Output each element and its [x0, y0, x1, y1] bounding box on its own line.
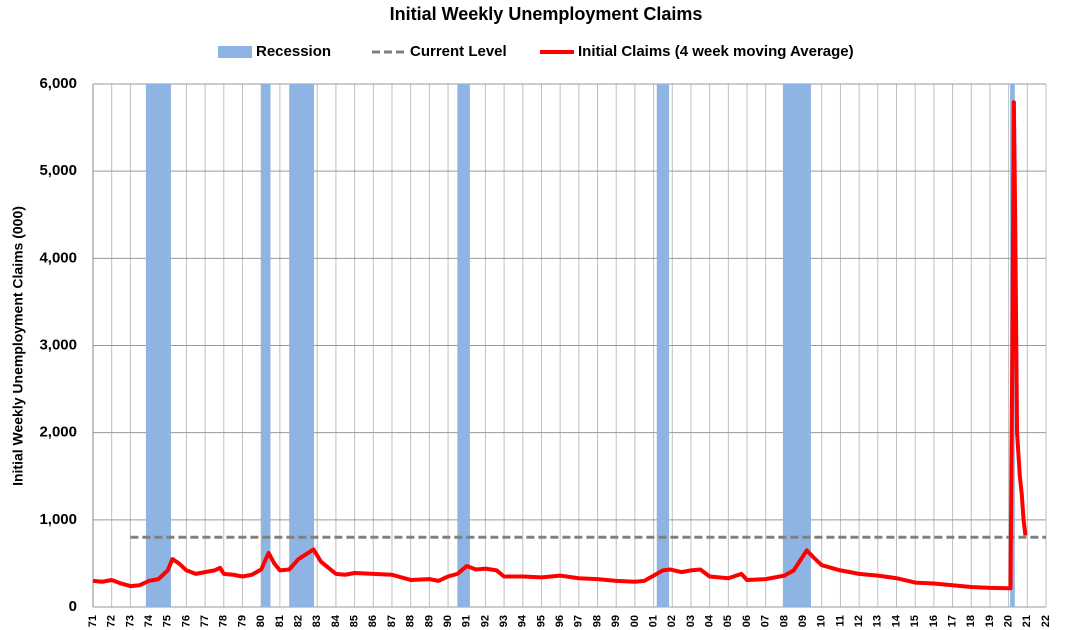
x-tick-label: 94	[517, 614, 529, 627]
x-tick-label: 22	[1040, 615, 1052, 627]
x-tick-label: 85	[349, 615, 361, 627]
x-tick-label: 90	[442, 615, 454, 627]
x-tick-label: 16	[928, 615, 940, 627]
legend-swatch	[218, 46, 252, 58]
recession-band	[457, 84, 470, 607]
x-tick-label: 01	[647, 615, 659, 627]
x-tick-label: 18	[965, 615, 977, 627]
legend-label: Initial Claims (4 week moving Average)	[578, 43, 854, 60]
x-tick-label: 98	[591, 615, 603, 627]
x-tick-label: 10	[816, 615, 828, 627]
x-tick-label: 07	[760, 615, 772, 627]
x-tick-label: 83	[311, 615, 323, 627]
x-tick-label: 11	[834, 615, 846, 627]
x-tick-label: 96	[554, 615, 566, 627]
y-tick-label: 6,000	[39, 75, 77, 92]
y-axis-label: Initial Weekly Unemployment Claims (000)	[10, 206, 26, 486]
x-tick-label: 05	[722, 615, 734, 627]
legend-label: Recession	[256, 43, 331, 60]
x-tick-label: 88	[405, 615, 417, 627]
x-tick-label: 20	[1003, 615, 1015, 627]
x-tick-label: 97	[573, 615, 585, 627]
x-tick-label: 73	[124, 615, 136, 627]
x-tick-label: 21	[1021, 615, 1033, 627]
x-tick-label: 06	[741, 615, 753, 627]
x-tick-label: 89	[423, 615, 435, 627]
x-tick-label: 13	[872, 615, 884, 627]
legend-label: Current Level	[410, 43, 507, 60]
x-tick-label: 03	[685, 615, 697, 627]
x-tick-label: 79	[236, 615, 248, 627]
x-tick-label: 86	[367, 615, 379, 627]
x-tick-label: 08	[778, 615, 790, 627]
x-tick-label: 77	[199, 615, 211, 627]
x-tick-label: 95	[535, 615, 547, 627]
x-tick-label: 82	[292, 615, 304, 627]
x-tick-label: 15	[909, 615, 921, 627]
x-tick-label: 99	[610, 615, 622, 627]
x-tick-label: 04	[704, 614, 716, 627]
x-tick-label: 02	[666, 615, 678, 627]
x-tick-label: 17	[946, 615, 958, 627]
y-tick-label: 2,000	[39, 424, 77, 441]
x-tick-label: 00	[629, 615, 641, 627]
y-tick-label: 4,000	[39, 249, 77, 266]
x-tick-label: 12	[853, 615, 865, 627]
y-tick-label: 0	[69, 598, 77, 615]
y-tick-label: 3,000	[39, 336, 77, 353]
x-tick-label: 19	[984, 615, 996, 627]
x-tick-label: 92	[479, 615, 491, 627]
x-tick-label: 81	[274, 615, 286, 627]
recession-band	[261, 84, 271, 607]
recession-band	[289, 84, 315, 607]
x-tick-label: 78	[218, 615, 230, 627]
claims-line	[92, 100, 1028, 591]
x-tick-label: 91	[461, 615, 473, 627]
recession-band	[782, 84, 811, 607]
recession-band	[656, 84, 670, 607]
x-tick-label: 09	[797, 615, 809, 627]
x-tick-label: 76	[180, 615, 192, 627]
x-tick-label: 71	[87, 615, 99, 627]
y-tick-label: 1,000	[39, 511, 77, 528]
x-tick-label: 74	[143, 614, 155, 627]
x-tick-label: 93	[498, 615, 510, 627]
chart-title: Initial Weekly Unemployment Claims	[390, 4, 703, 24]
x-tick-label: 14	[890, 614, 902, 627]
x-tick-label: 87	[386, 615, 398, 627]
x-tick-label: 72	[106, 615, 118, 627]
y-tick-label: 5,000	[39, 162, 77, 179]
x-tick-label: 75	[162, 615, 174, 627]
recession-band	[145, 84, 171, 607]
x-tick-label: 84	[330, 614, 342, 627]
x-tick-label: 80	[255, 615, 267, 627]
